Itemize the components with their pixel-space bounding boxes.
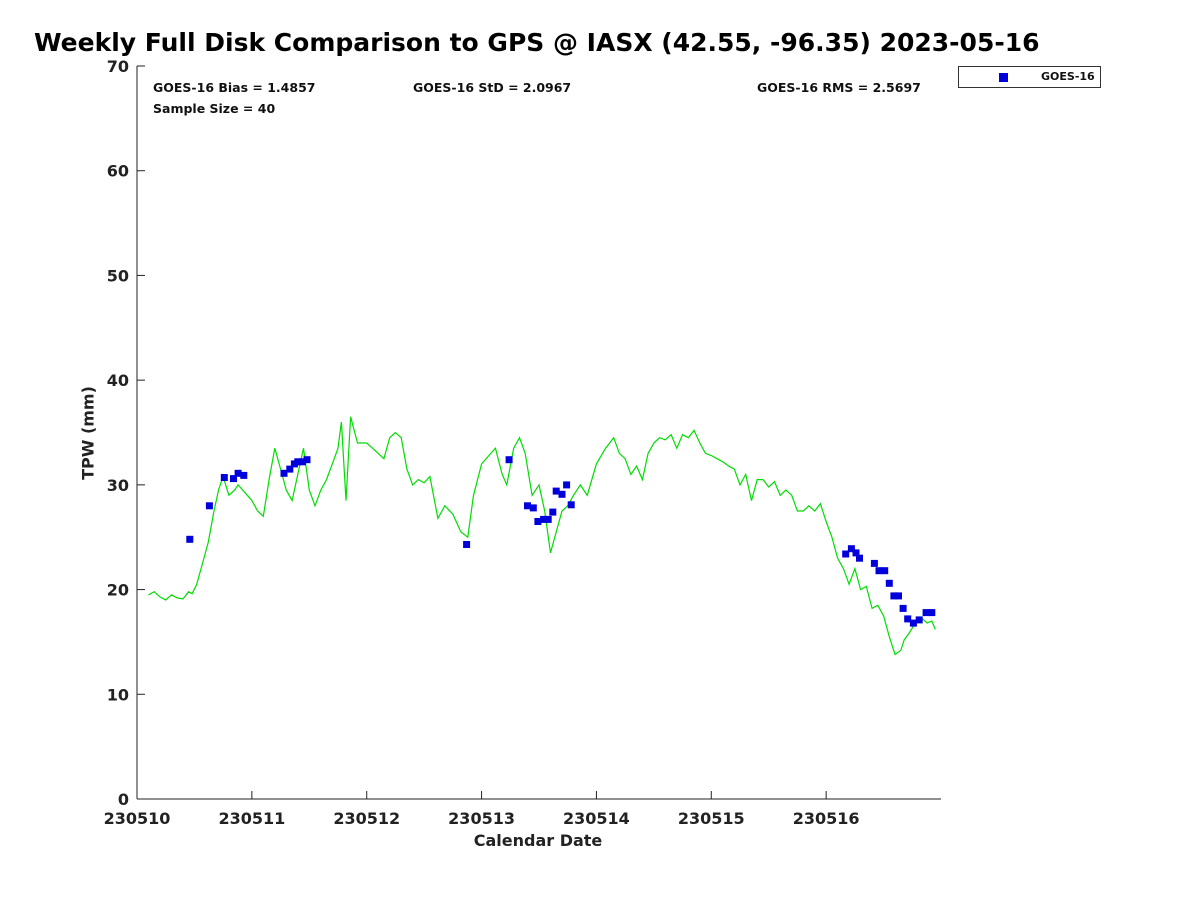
goes16-point <box>186 535 194 543</box>
goes16-point <box>220 474 228 481</box>
rms-stat: GOES-16 RMS = 2.5697 <box>757 80 921 95</box>
goes16-point <box>870 559 878 567</box>
y-tick-label: 30 <box>107 476 129 495</box>
gps-line <box>148 416 936 656</box>
goes16-point <box>544 515 552 523</box>
legend-label-goes16: GOES-16 <box>1041 70 1095 83</box>
gps-series <box>148 416 936 656</box>
x-tick-label: 230510 <box>104 809 171 828</box>
goes16-point <box>915 616 923 624</box>
goes16-point <box>904 615 912 623</box>
x-tick-label: 230514 <box>563 809 630 828</box>
goes16-point <box>549 508 557 516</box>
y-tick-label: 20 <box>107 581 129 600</box>
sample-size-stat: Sample Size = 40 <box>153 101 276 116</box>
x-tick-label: 230516 <box>793 809 860 828</box>
goes16-point <box>230 475 237 483</box>
goes16-point <box>558 490 566 498</box>
goes16-point <box>856 554 863 562</box>
goes16-point <box>234 469 242 477</box>
goes16-point <box>895 592 902 600</box>
x-tick-label: 230511 <box>218 809 285 828</box>
goes16-point <box>505 456 513 464</box>
y-tick-label: 0 <box>118 790 129 809</box>
goes16-point <box>463 541 471 548</box>
goes16-point <box>890 592 898 600</box>
goes16-point <box>240 471 248 479</box>
goes16-series <box>186 456 936 627</box>
chart-title: Weekly Full Disk Comparison to GPS @ IAS… <box>34 28 1040 57</box>
y-tick-label: 70 <box>107 57 129 76</box>
goes16-point <box>875 567 883 575</box>
legend-marker-goes16 <box>999 73 1008 82</box>
goes16-point <box>529 504 537 512</box>
tick-labels: 0 10 20 30 40 50 60 70 230510 230511 230512 230513 2… <box>104 57 860 828</box>
y-tick-label: 50 <box>107 266 129 285</box>
goes16-point <box>922 609 930 617</box>
goes16-point <box>881 567 889 575</box>
goes16-point <box>909 619 917 627</box>
goes16-point <box>552 487 560 495</box>
y-tick-label: 10 <box>107 685 129 704</box>
goes16-point <box>286 465 294 473</box>
x-tick-label: 230512 <box>333 809 400 828</box>
y-axis-label: TPW (mm) <box>78 386 98 480</box>
y-tick-label: 60 <box>107 162 129 181</box>
goes16-point <box>524 502 531 510</box>
goes16-point <box>885 579 893 587</box>
goes16-point <box>899 604 907 612</box>
goes16-point <box>540 515 548 523</box>
y-tick-label: 40 <box>107 371 129 390</box>
goes16-point <box>280 469 288 477</box>
legend: GOES-16 <box>958 66 1101 88</box>
goes16-point <box>928 609 936 617</box>
goes16-point <box>205 502 213 510</box>
x-tick-label: 230515 <box>678 809 745 828</box>
goes16-point <box>303 456 311 464</box>
axes <box>136 65 941 800</box>
x-axis-label: Calendar Date <box>473 831 603 850</box>
goes16-point <box>842 550 850 558</box>
goes16-point <box>298 458 306 466</box>
goes16-point <box>567 501 575 509</box>
std-stat: GOES-16 StD = 2.0967 <box>413 80 572 95</box>
bias-stat: GOES-16 Bias = 1.4857 <box>153 80 316 95</box>
goes16-point <box>852 549 860 557</box>
x-tick-label: 230513 <box>448 809 515 828</box>
goes16-point <box>563 481 571 489</box>
goes16-point <box>294 458 302 466</box>
goes16-point <box>847 545 855 553</box>
goes16-point <box>534 518 542 525</box>
